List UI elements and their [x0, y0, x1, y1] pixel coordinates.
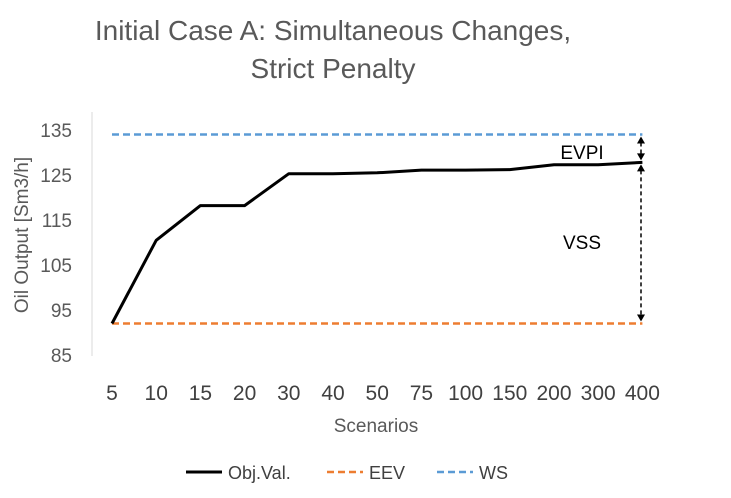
series-lines: [110, 133, 643, 325]
x-tick-label: 10: [145, 382, 168, 405]
y-tick-labels: 85 95 105 115 125 135: [40, 121, 72, 367]
legend-label: EEV: [369, 463, 405, 483]
chart-title-line-2: Strict Penalty: [251, 53, 416, 84]
arrow-head: [637, 164, 645, 172]
x-tick-label: 5: [106, 382, 118, 405]
y-axis-label: Oil Output [Sm3/h]: [12, 157, 33, 313]
x-tick-labels: 5 10 15 20 30 40 50 75 100 150 200 300 400: [106, 382, 660, 405]
y-tick-label: 125: [40, 166, 72, 187]
legend-label: Obj.Val.: [228, 463, 291, 483]
x-tick-label: 15: [189, 382, 212, 405]
chart-title-line-1: Initial Case A: Simultaneous Changes,: [95, 15, 571, 46]
y-tick-label: 105: [40, 256, 72, 277]
x-tick-label: 200: [536, 382, 571, 405]
x-tick-label: 30: [277, 382, 300, 405]
x-tick-label: 20: [233, 382, 256, 405]
arrow-head: [637, 153, 645, 161]
y-tick-label: 135: [40, 121, 72, 142]
x-axis-label: Scenarios: [334, 416, 419, 437]
legend-label: WS: [479, 463, 508, 483]
y-tick-label: 115: [42, 211, 72, 232]
arrow-head: [637, 314, 645, 322]
x-tick-label: 100: [448, 382, 483, 405]
legend: Obj.Val. EEV WS: [186, 463, 508, 483]
x-tick-label: 400: [625, 382, 660, 405]
y-tick-label: 85: [51, 346, 72, 367]
x-tick-label: 75: [410, 382, 433, 405]
arrow-head: [637, 136, 645, 144]
annotation-label-vss: VSS: [563, 233, 601, 254]
x-tick-label: 150: [492, 382, 527, 405]
series-line-obj-val: [110, 160, 643, 325]
x-tick-label: 40: [321, 382, 344, 405]
x-tick-label: 300: [581, 382, 616, 405]
x-tick-label: 50: [366, 382, 389, 405]
annotations: EVPI VSS: [560, 136, 645, 322]
y-tick-label: 95: [51, 301, 72, 322]
annotation-label-evpi: EVPI: [560, 143, 603, 164]
